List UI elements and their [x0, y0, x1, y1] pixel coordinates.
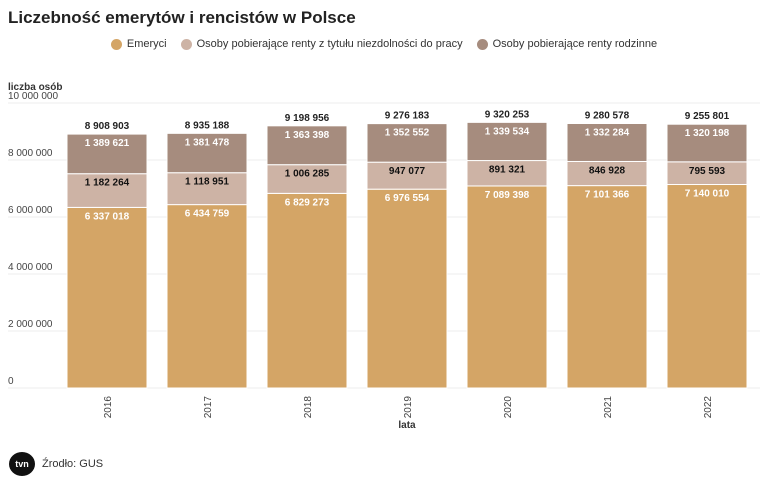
data-label: 6 337 018: [85, 211, 130, 222]
x-tick-label: 2018: [303, 396, 314, 419]
y-axis-label: liczba osób: [8, 82, 63, 93]
legend-item-renty-rodzinne[interactable]: Osoby pobierające renty rodzinne: [476, 38, 658, 50]
y-tick-label: 2 000 000: [8, 319, 53, 330]
x-tick-label: 2020: [503, 396, 514, 419]
total-label: 9 276 183: [385, 111, 430, 122]
bar-segment: [266, 164, 348, 194]
data-label: 846 928: [589, 165, 626, 176]
x-tick-label: 2016: [103, 396, 114, 419]
bar-segment: [66, 173, 148, 208]
bar-segment: [166, 132, 248, 174]
bar-segment: [266, 192, 348, 389]
bar-segment: [466, 185, 548, 389]
source-note: Źrodło: GUS: [42, 458, 104, 470]
legend-swatch: [476, 38, 488, 50]
total-label: 8 908 903: [85, 121, 130, 132]
bar-segment: [466, 160, 548, 187]
bar-segment: [366, 188, 448, 389]
y-tick-label: 10 000 000: [8, 91, 58, 102]
data-label: 6 976 554: [385, 193, 430, 204]
total-label: 9 255 801: [685, 111, 730, 122]
legend-swatch: [180, 38, 192, 50]
legend-swatch: [110, 38, 122, 50]
bar-segment: [466, 121, 548, 162]
total-label: 9 198 956: [285, 113, 330, 124]
legend-label: Osoby pobierające renty z tytułu niezdol…: [196, 38, 463, 50]
y-tick-label: 6 000 000: [8, 205, 53, 216]
data-label: 1 332 284: [585, 128, 630, 139]
legend-label: Osoby pobierające renty rodzinne: [492, 38, 658, 50]
tvn24-logo: tvn: [9, 452, 35, 476]
data-label: 947 077: [389, 166, 426, 177]
data-label: 6 434 759: [185, 209, 230, 220]
bar-segment: [566, 185, 648, 389]
data-label: 1 320 198: [685, 128, 730, 139]
bar-segment: [666, 123, 748, 163]
data-label: 7 101 366: [585, 190, 630, 201]
legend-item-renty-niezdolnosc[interactable]: Osoby pobierające renty z tytułu niezdol…: [180, 38, 463, 50]
data-label: 1 363 398: [285, 130, 330, 141]
data-label: 891 321: [489, 165, 526, 176]
legend-item-emeryci[interactable]: Emeryci: [110, 38, 167, 50]
data-label: 6 829 273: [285, 197, 330, 208]
x-tick-label: 2017: [203, 396, 214, 419]
total-label: 8 935 188: [185, 120, 230, 131]
total-label: 9 320 253: [485, 109, 530, 120]
x-tick-label: 2021: [603, 396, 614, 419]
bar-segment: [66, 206, 148, 389]
y-tick-label: 0: [8, 376, 14, 387]
data-label: 7 140 010: [685, 189, 730, 200]
bar-segment: [666, 184, 748, 389]
data-label: 795 593: [689, 166, 726, 177]
chart-title: Liczebność emerytów i rencistów w Polsce: [8, 8, 356, 27]
data-label: 1 182 264: [85, 178, 130, 189]
data-label: 1 381 478: [185, 137, 230, 148]
bar-segment: [366, 123, 448, 163]
bar-segment: [266, 125, 348, 166]
data-label: 7 089 398: [485, 190, 530, 201]
data-label: 1 339 534: [485, 126, 530, 137]
x-axis-label: lata: [398, 420, 416, 431]
y-tick-label: 8 000 000: [8, 148, 53, 159]
data-label: 1 352 552: [385, 128, 430, 139]
data-label: 1 389 621: [85, 138, 130, 149]
data-label: 1 118 951: [185, 177, 229, 188]
total-label: 9 280 578: [585, 111, 630, 122]
data-label: 1 006 285: [285, 169, 330, 180]
legend: Emeryci Osoby pobierające renty z tytułu…: [0, 38, 768, 50]
x-tick-label: 2019: [403, 396, 414, 419]
bar-segment: [66, 133, 148, 175]
bar-segment: [366, 161, 448, 190]
y-tick-label: 4 000 000: [8, 262, 53, 273]
x-tick-label: 2022: [703, 396, 714, 419]
bar-segment: [166, 204, 248, 389]
legend-label: Emeryci: [126, 38, 167, 50]
bar-segment: [166, 172, 248, 206]
bar-segment: [566, 123, 648, 162]
